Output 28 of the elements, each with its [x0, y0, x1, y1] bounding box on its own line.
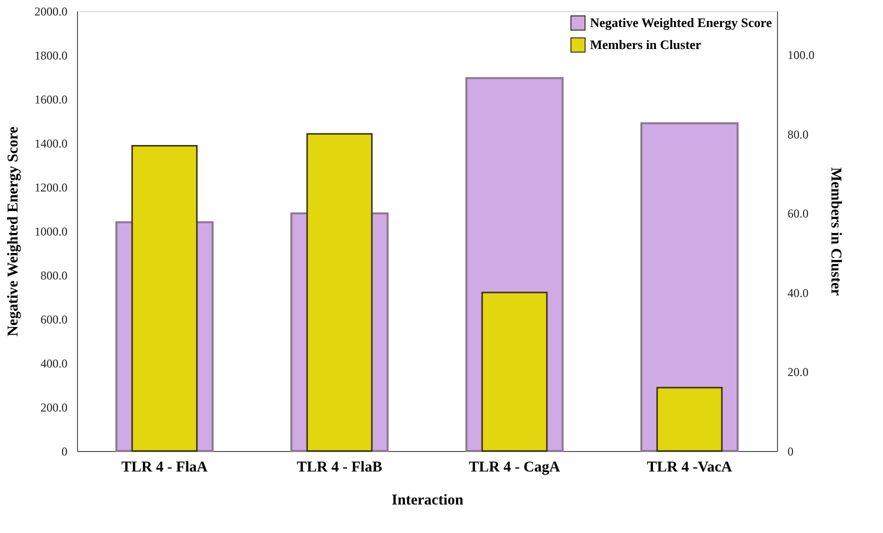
y-tick-label: 1800.0 — [34, 48, 68, 62]
bar — [656, 386, 723, 452]
y2-axis-title: Members in Cluster — [828, 167, 844, 296]
y-tick-label: 1600.0 — [34, 92, 68, 106]
y2-tick-label: 0 — [788, 444, 794, 458]
y-tick-label: 600.0 — [40, 312, 68, 326]
legend-label: Negative Weighted Energy Score — [590, 15, 772, 30]
legend-label: Members in Cluster — [590, 37, 702, 52]
y-tick-label: 200.0 — [40, 400, 68, 414]
bar — [481, 292, 548, 452]
x-tick-label: TLR 4 - FlaA — [121, 460, 208, 476]
y2-tick-label: 80.0 — [788, 127, 808, 142]
y-tick-label: 1000.0 — [34, 224, 68, 238]
y-tick-label: 0 — [62, 444, 68, 458]
y2-tick-label: 60.0 — [788, 206, 808, 221]
y2-tick-label: 100.0 — [788, 48, 814, 62]
y2-tick-label: 40.0 — [788, 286, 808, 300]
y-tick-label: 2000.0 — [34, 4, 68, 18]
y-tick-label: 400.0 — [40, 356, 68, 370]
y-axis-title: Negative Weighted Energy Score — [6, 126, 22, 336]
y2-tick-label: 20.0 — [788, 365, 808, 380]
x-axis-title: Interaction — [392, 492, 464, 508]
x-tick-label: TLR 4 -VacA — [646, 460, 732, 476]
y-tick-label: 1200.0 — [34, 180, 68, 194]
y-tick-label: 800.0 — [40, 268, 68, 282]
x-tick-label: TLR 4 - CagA — [468, 460, 560, 476]
y-tick-label: 1400.0 — [34, 136, 68, 150]
x-tick-label: TLR 4 - FlaB — [296, 460, 382, 476]
